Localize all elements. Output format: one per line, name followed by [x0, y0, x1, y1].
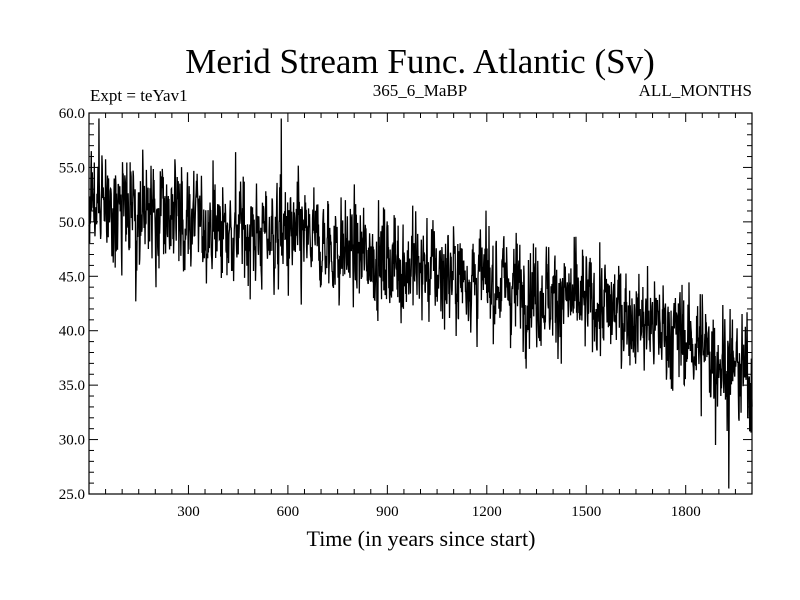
y-tick-label: 55.0: [59, 160, 85, 176]
x-tick-label: 1800: [671, 504, 701, 520]
axes: 25.0 30.0 35.0 40.0 45.0 50.0 55.0 60.0 300 600 90…: [59, 106, 752, 520]
y-tick-label: 45.0: [59, 269, 85, 285]
x-tick-label: 300: [177, 504, 200, 520]
period-label: 365_6_MaBP: [373, 81, 467, 100]
y-tick-label: 25.0: [59, 487, 85, 503]
y-tick-label: 50.0: [59, 215, 85, 231]
plot-frame: [88, 112, 753, 495]
x-tick-label: 600: [277, 504, 300, 520]
y-tick-label: 30.0: [59, 433, 85, 449]
x-tick-label: 1200: [472, 504, 502, 520]
x-tick-label: 900: [376, 504, 399, 520]
x-tick-label: 1500: [571, 504, 601, 520]
y-tick-label: 60.0: [59, 106, 85, 122]
experiment-label: Expt = teYav1: [90, 86, 188, 105]
y-tick-label: 40.0: [59, 324, 85, 340]
months-label: ALL_MONTHS: [639, 81, 752, 100]
series-group: [88, 118, 753, 489]
chart-title: Merid Stream Func. Atlantic (Sv): [185, 42, 655, 81]
y-tick-label: 35.0: [59, 378, 85, 394]
x-axis-label: Time (in years since start): [307, 526, 536, 551]
series-line: [88, 118, 753, 489]
